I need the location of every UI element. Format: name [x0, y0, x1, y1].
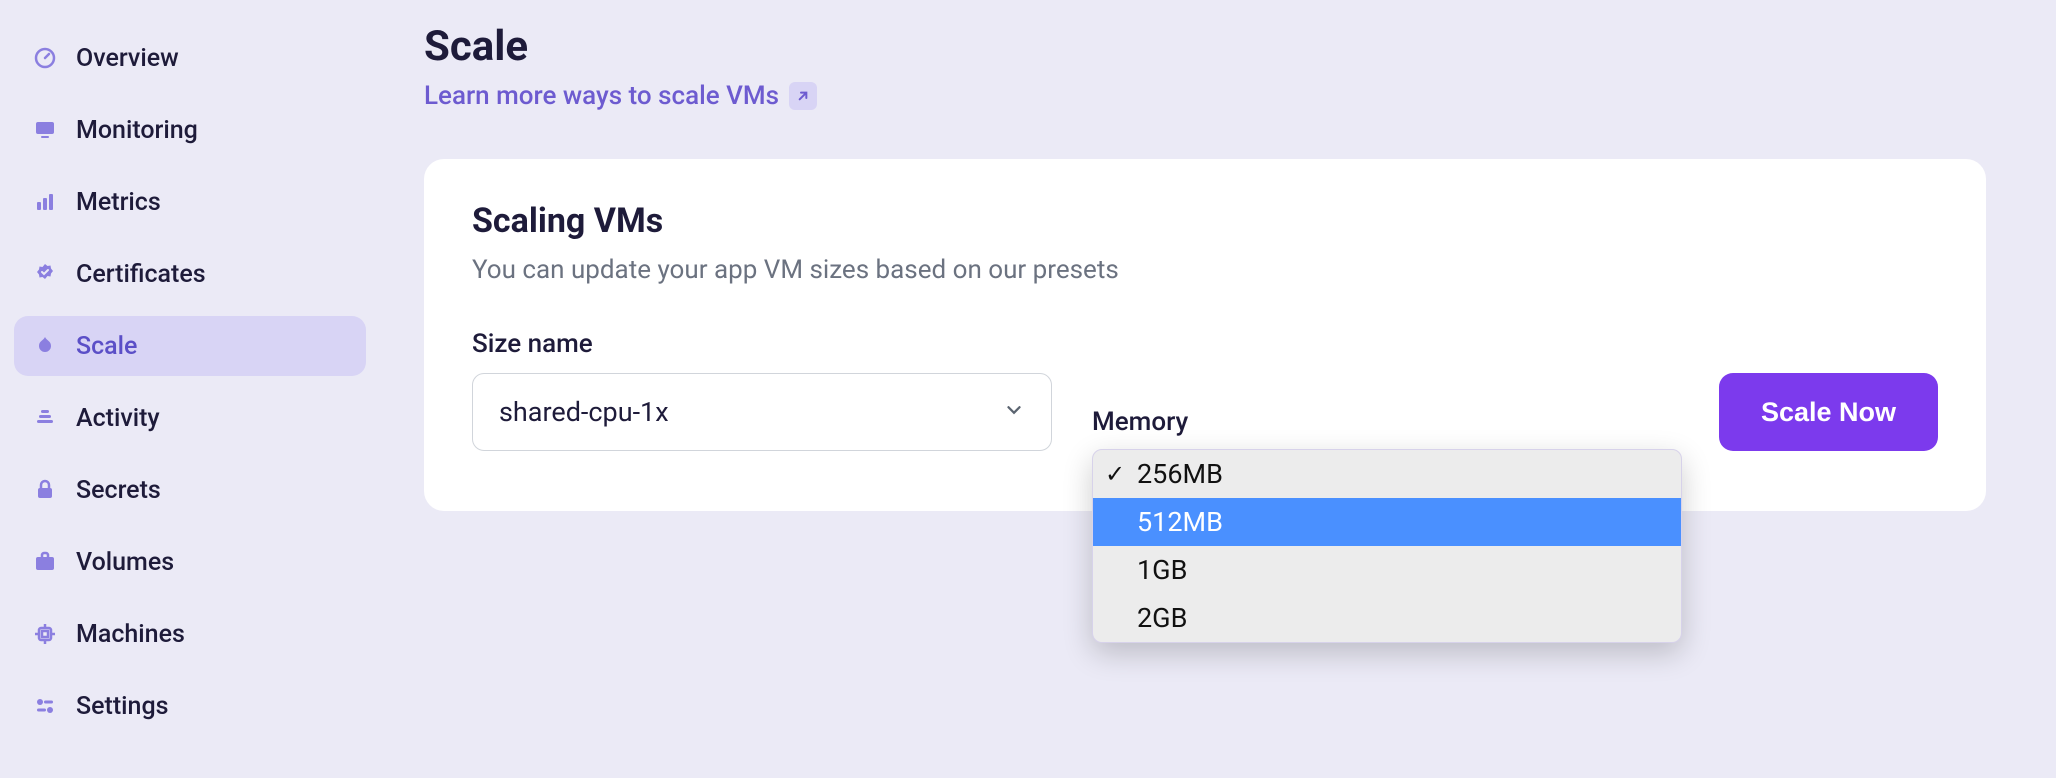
sidebar-item-label: Overview	[76, 44, 179, 73]
sidebar-item-label: Activity	[76, 404, 160, 433]
gauge-icon	[32, 45, 58, 71]
size-value: shared-cpu-1x	[499, 396, 669, 428]
sliders-icon	[32, 693, 58, 719]
scale-now-button[interactable]: Scale Now	[1719, 373, 1938, 451]
check-icon: ✓	[1105, 460, 1125, 488]
briefcase-icon	[32, 549, 58, 575]
scale-form: Size name shared-cpu-1x Memory ✓ 256MB	[472, 329, 1938, 451]
sidebar-item-label: Machines	[76, 620, 185, 649]
stack-icon	[32, 405, 58, 431]
sidebar-item-settings[interactable]: Settings	[14, 676, 366, 736]
memory-option-label: 1GB	[1137, 554, 1187, 586]
learn-more-text: Learn more ways to scale VMs	[424, 81, 779, 111]
chevron-down-icon	[1003, 396, 1025, 428]
memory-option-2gb[interactable]: 2GB	[1093, 594, 1681, 642]
card-title: Scaling VMs	[472, 201, 1938, 241]
card-subtitle: You can update your app VM sizes based o…	[472, 255, 1938, 285]
bars-icon	[32, 189, 58, 215]
sidebar-item-secrets[interactable]: Secrets	[14, 460, 366, 520]
sidebar-item-label: Monitoring	[76, 116, 198, 145]
learn-more-link[interactable]: Learn more ways to scale VMs	[424, 81, 817, 111]
sidebar-item-label: Metrics	[76, 188, 161, 217]
sidebar-item-volumes[interactable]: Volumes	[14, 532, 366, 592]
sidebar-item-monitoring[interactable]: Monitoring	[14, 100, 366, 160]
badge-check-icon	[32, 261, 58, 287]
sidebar-item-label: Scale	[76, 332, 137, 361]
sidebar-item-certificates[interactable]: Certificates	[14, 244, 366, 304]
monitor-icon	[32, 117, 58, 143]
chip-icon	[32, 621, 58, 647]
leaf-icon	[32, 333, 58, 359]
sidebar-item-label: Secrets	[76, 476, 161, 505]
sidebar-item-label: Settings	[76, 692, 169, 721]
size-select[interactable]: shared-cpu-1x	[472, 373, 1052, 451]
sidebar-item-scale[interactable]: Scale	[14, 316, 366, 376]
sidebar-item-overview[interactable]: Overview	[14, 28, 366, 88]
lock-icon	[32, 477, 58, 503]
memory-dropdown[interactable]: ✓ 256MB 512MB 1GB 2GB	[1092, 449, 1682, 643]
memory-field: Memory ✓ 256MB 512MB 1GB 2G	[1092, 407, 1672, 451]
sidebar-item-activity[interactable]: Activity	[14, 388, 366, 448]
memory-option-1gb[interactable]: 1GB	[1093, 546, 1681, 594]
memory-option-256mb[interactable]: ✓ 256MB	[1093, 450, 1681, 498]
memory-label: Memory	[1092, 407, 1672, 437]
size-field: Size name shared-cpu-1x	[472, 329, 1052, 451]
sidebar-item-machines[interactable]: Machines	[14, 604, 366, 664]
sidebar: Overview Monitoring Metrics Certificates	[0, 0, 380, 778]
memory-option-label: 2GB	[1137, 602, 1187, 634]
page-title: Scale	[424, 22, 1986, 71]
external-link-icon	[789, 82, 817, 110]
memory-option-512mb[interactable]: 512MB	[1093, 498, 1681, 546]
scaling-card: Scaling VMs You can update your app VM s…	[424, 159, 1986, 511]
memory-option-label: 512MB	[1137, 506, 1223, 538]
memory-option-label: 256MB	[1137, 458, 1223, 490]
sidebar-item-metrics[interactable]: Metrics	[14, 172, 366, 232]
size-label: Size name	[472, 329, 1052, 359]
sidebar-item-label: Certificates	[76, 260, 206, 289]
sidebar-item-label: Volumes	[76, 548, 174, 577]
main-content: Scale Learn more ways to scale VMs Scali…	[380, 0, 2056, 778]
